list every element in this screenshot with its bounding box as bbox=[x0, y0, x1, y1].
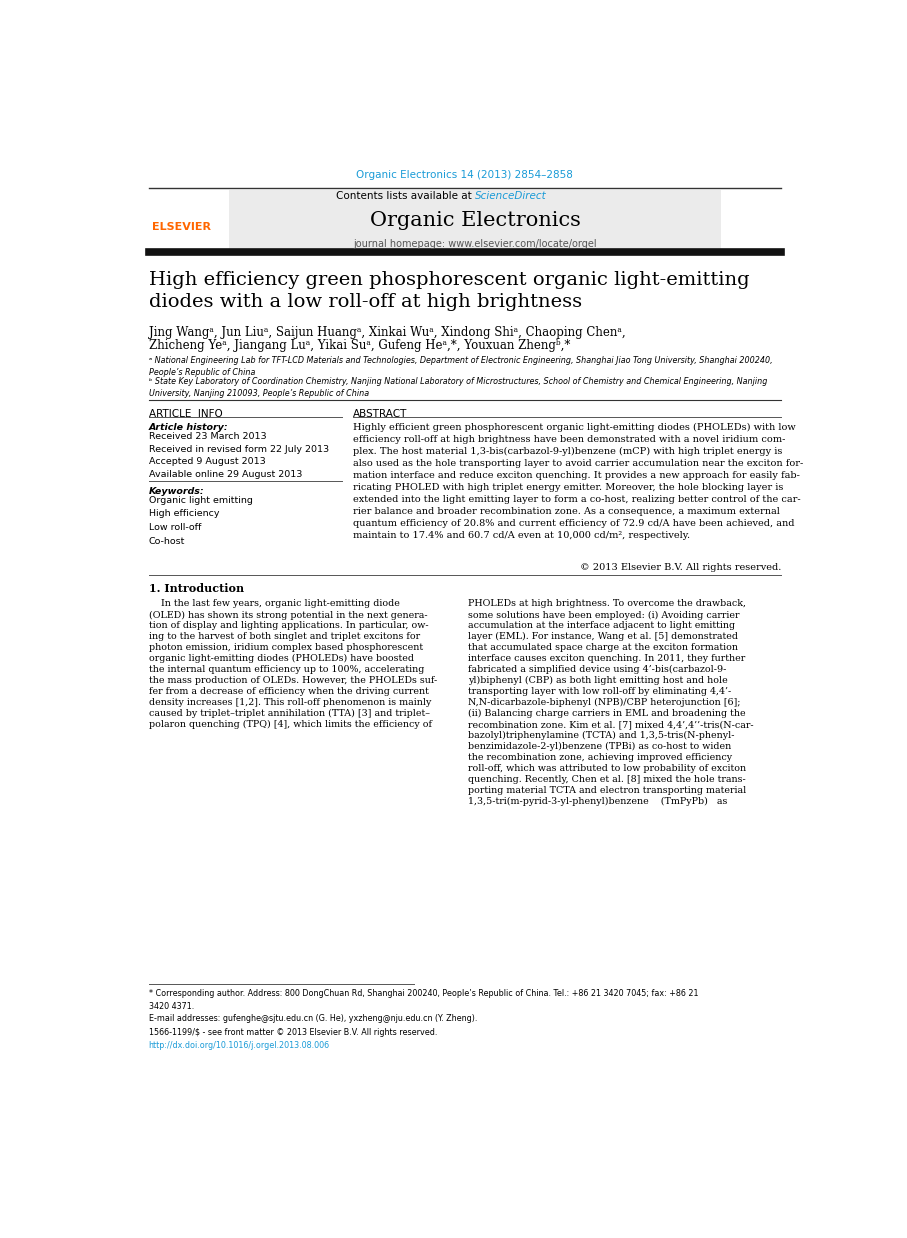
Text: © 2013 Elsevier B.V. All rights reserved.: © 2013 Elsevier B.V. All rights reserved… bbox=[580, 563, 781, 572]
Text: Highly efficient green phosphorescent organic light-emitting diodes (PHOLEDs) wi: Highly efficient green phosphorescent or… bbox=[353, 423, 803, 540]
Text: fabricated a simplified device using 4’-bis(carbazol-9-: fabricated a simplified device using 4’-… bbox=[468, 665, 727, 675]
Text: Organic light emitting
High efficiency
Low roll-off
Co-host: Organic light emitting High efficiency L… bbox=[149, 495, 252, 546]
Text: (ii) Balancing charge carriers in EML and broadening the: (ii) Balancing charge carriers in EML an… bbox=[468, 709, 746, 718]
Text: roll-off, which was attributed to low probability of exciton: roll-off, which was attributed to low pr… bbox=[468, 764, 746, 773]
Text: the internal quantum efficiency up to 100%, accelerating: the internal quantum efficiency up to 10… bbox=[149, 665, 424, 675]
Text: fer from a decrease of efficiency when the driving current: fer from a decrease of efficiency when t… bbox=[149, 687, 428, 696]
Text: High efficiency green phosphorescent organic light-emitting
diodes with a low ro: High efficiency green phosphorescent org… bbox=[149, 271, 749, 312]
Text: caused by triplet–triplet annihilation (TTA) [3] and triplet–: caused by triplet–triplet annihilation (… bbox=[149, 709, 430, 718]
Text: ScienceDirect: ScienceDirect bbox=[474, 191, 546, 202]
Text: benzimidazole-2-yl)benzene (TPBi) as co-host to widen: benzimidazole-2-yl)benzene (TPBi) as co-… bbox=[468, 742, 731, 751]
Text: Received 23 March 2013
Received in revised form 22 July 2013
Accepted 9 August 2: Received 23 March 2013 Received in revis… bbox=[149, 432, 328, 479]
Text: Zhicheng Yeᵃ, Jiangang Luᵃ, Yikai Suᵃ, Gufeng Heᵃ,*, Youxuan Zhengᵇ,*: Zhicheng Yeᵃ, Jiangang Luᵃ, Yikai Suᵃ, G… bbox=[149, 339, 570, 353]
Text: N,N-dicarbazole-biphenyl (NPB)/CBP heterojunction [6];: N,N-dicarbazole-biphenyl (NPB)/CBP heter… bbox=[468, 698, 740, 707]
Text: interface causes exciton quenching. In 2011, they further: interface causes exciton quenching. In 2… bbox=[468, 654, 746, 664]
Text: that accumulated space charge at the exciton formation: that accumulated space charge at the exc… bbox=[468, 644, 738, 652]
Text: ABSTRACT: ABSTRACT bbox=[353, 409, 407, 418]
Text: Organic Electronics: Organic Electronics bbox=[370, 210, 580, 229]
Text: organic light-emitting diodes (PHOLEDs) have boosted: organic light-emitting diodes (PHOLEDs) … bbox=[149, 654, 414, 664]
Text: polaron quenching (TPQ) [4], which limits the efficiency of: polaron quenching (TPQ) [4], which limit… bbox=[149, 721, 432, 729]
Text: 3420 4371.: 3420 4371. bbox=[149, 1002, 194, 1010]
Text: the recombination zone, achieving improved efficiency: the recombination zone, achieving improv… bbox=[468, 753, 732, 761]
Text: porting material TCTA and electron transporting material: porting material TCTA and electron trans… bbox=[468, 786, 746, 795]
Text: transporting layer with low roll-off by eliminating 4,4’-: transporting layer with low roll-off by … bbox=[468, 687, 731, 696]
Text: layer (EML). For instance, Wang et al. [5] demonstrated: layer (EML). For instance, Wang et al. [… bbox=[468, 633, 738, 641]
Text: some solutions have been employed: (i) Avoiding carrier: some solutions have been employed: (i) A… bbox=[468, 610, 739, 619]
Text: ᵃ National Engineering Lab for TFT-LCD Materials and Technologies, Department of: ᵃ National Engineering Lab for TFT-LCD M… bbox=[149, 357, 772, 378]
Text: 1566-1199/$ - see front matter © 2013 Elsevier B.V. All rights reserved.: 1566-1199/$ - see front matter © 2013 El… bbox=[149, 1029, 437, 1037]
Text: recombination zone. Kim et al. [7] mixed 4,4’,4’’-tris(N-car-: recombination zone. Kim et al. [7] mixed… bbox=[468, 721, 754, 729]
Text: ARTICLE  INFO: ARTICLE INFO bbox=[149, 409, 222, 418]
FancyBboxPatch shape bbox=[229, 189, 721, 250]
Text: Keywords:: Keywords: bbox=[149, 487, 204, 496]
Text: 1,3,5-tri(m-pyrid-3-yl-phenyl)benzene    (TmPyPb)   as: 1,3,5-tri(m-pyrid-3-yl-phenyl)benzene (T… bbox=[468, 797, 727, 806]
Text: Jing Wangᵃ, Jun Liuᵃ, Saijun Huangᵃ, Xinkai Wuᵃ, Xindong Shiᵃ, Chaoping Chenᵃ,: Jing Wangᵃ, Jun Liuᵃ, Saijun Huangᵃ, Xin… bbox=[149, 326, 625, 339]
Text: density increases [1,2]. This roll-off phenomenon is mainly: density increases [1,2]. This roll-off p… bbox=[149, 698, 431, 707]
Text: accumulation at the interface adjacent to light emitting: accumulation at the interface adjacent t… bbox=[468, 621, 736, 630]
Text: tion of display and lighting applications. In particular, ow-: tion of display and lighting application… bbox=[149, 621, 428, 630]
Text: 1. Introduction: 1. Introduction bbox=[149, 583, 244, 594]
Text: (OLED) has shown its strong potential in the next genera-: (OLED) has shown its strong potential in… bbox=[149, 610, 427, 619]
Text: Contents lists available at: Contents lists available at bbox=[336, 191, 474, 202]
Text: Organic Electronics 14 (2013) 2854–2858: Organic Electronics 14 (2013) 2854–2858 bbox=[356, 171, 573, 181]
Text: quenching. Recently, Chen et al. [8] mixed the hole trans-: quenching. Recently, Chen et al. [8] mix… bbox=[468, 775, 746, 784]
Text: ing to the harvest of both singlet and triplet excitons for: ing to the harvest of both singlet and t… bbox=[149, 633, 420, 641]
Text: journal homepage: www.elsevier.com/locate/orgel: journal homepage: www.elsevier.com/locat… bbox=[354, 239, 597, 249]
Text: ᵇ State Key Laboratory of Coordination Chemistry, Nanjing National Laboratory of: ᵇ State Key Laboratory of Coordination C… bbox=[149, 378, 767, 399]
Text: photon emission, iridium complex based phosphorescent: photon emission, iridium complex based p… bbox=[149, 644, 423, 652]
Text: Article history:: Article history: bbox=[149, 423, 229, 432]
Text: ELSEVIER: ELSEVIER bbox=[152, 222, 211, 232]
Text: PHOLEDs at high brightness. To overcome the drawback,: PHOLEDs at high brightness. To overcome … bbox=[468, 599, 746, 608]
Text: the mass production of OLEDs. However, the PHOLEDs suf-: the mass production of OLEDs. However, t… bbox=[149, 676, 437, 685]
Text: In the last few years, organic light-emitting diode: In the last few years, organic light-emi… bbox=[149, 599, 399, 608]
Text: bazolyl)triphenylamine (TCTA) and 1,3,5-tris(N-phenyl-: bazolyl)triphenylamine (TCTA) and 1,3,5-… bbox=[468, 730, 735, 740]
Text: http://dx.doi.org/10.1016/j.orgel.2013.08.006: http://dx.doi.org/10.1016/j.orgel.2013.0… bbox=[149, 1041, 329, 1050]
Text: * Corresponding author. Address: 800 DongChuan Rd, Shanghai 200240, People’s Rep: * Corresponding author. Address: 800 Don… bbox=[149, 989, 698, 998]
Text: E-mail addresses: gufenghe@sjtu.edu.cn (G. He), yxzheng@nju.edu.cn (Y. Zheng).: E-mail addresses: gufenghe@sjtu.edu.cn (… bbox=[149, 1014, 477, 1023]
Text: yl)biphenyl (CBP) as both light emitting host and hole: yl)biphenyl (CBP) as both light emitting… bbox=[468, 676, 727, 686]
